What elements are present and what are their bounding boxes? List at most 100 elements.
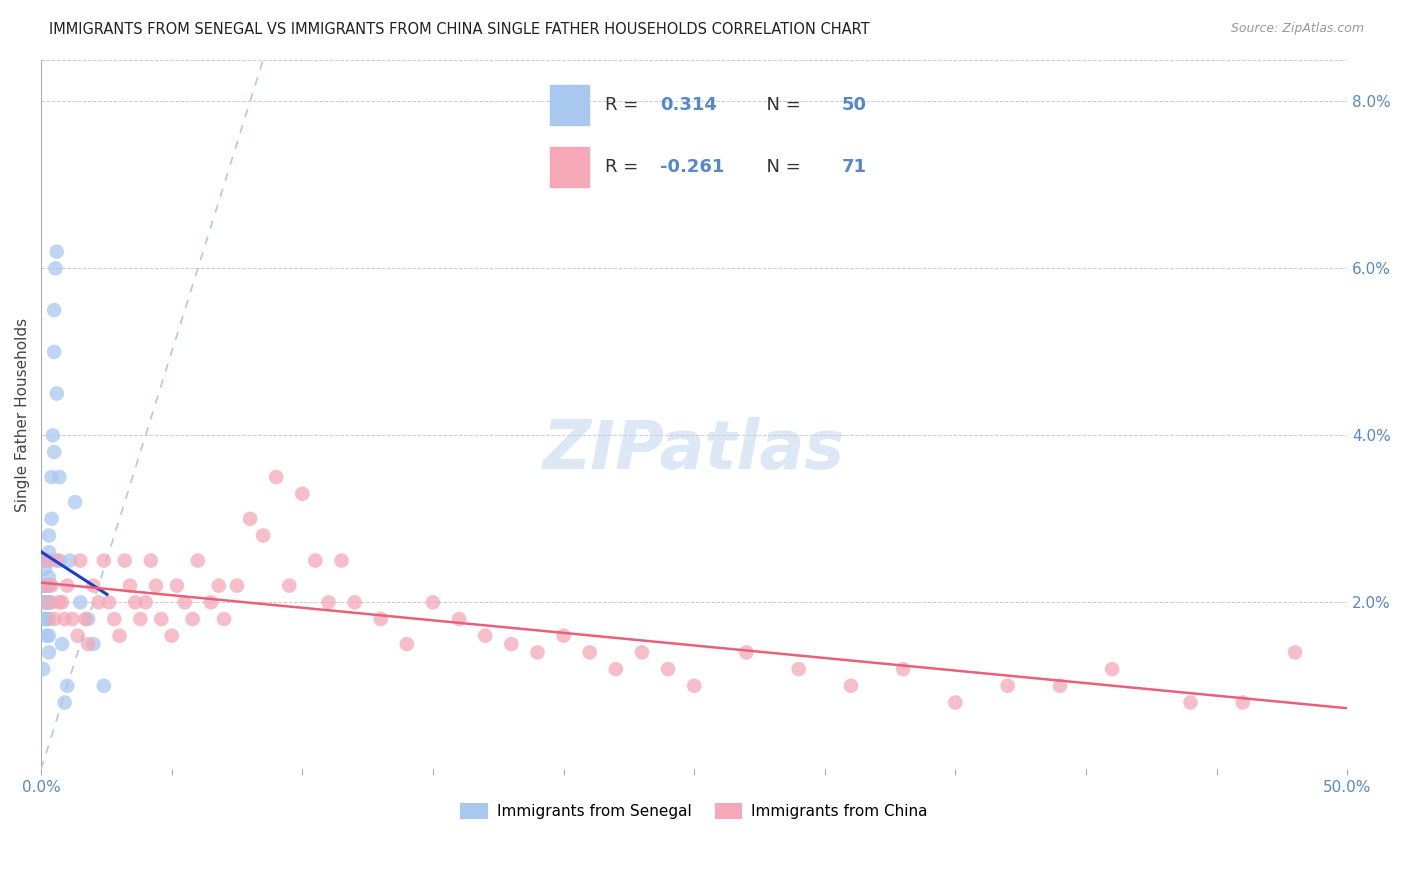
Point [114, 553, 136, 567]
Point [53, 612, 76, 626]
Point [69, 595, 91, 609]
Point [45, 244, 67, 259]
Point [370, 612, 392, 626]
Legend: Immigrants from Senegal, Immigrants from China: Immigrants from Senegal, Immigrants from… [454, 797, 934, 825]
Point [683, 679, 706, 693]
Point [38, 629, 60, 643]
Point [66, 629, 89, 643]
Point [1232, 696, 1254, 710]
Point [56, 579, 79, 593]
Point [129, 612, 152, 626]
Point [997, 679, 1019, 693]
Point [53, 696, 76, 710]
Text: N =: N = [755, 96, 806, 114]
Point [35, 595, 58, 609]
Point [657, 662, 679, 676]
Point [278, 579, 301, 593]
Point [35, 595, 58, 609]
Point [37, 579, 59, 593]
Point [304, 553, 326, 567]
Text: 71: 71 [841, 158, 866, 176]
Point [118, 579, 141, 593]
Point [139, 553, 162, 567]
Point [38, 570, 60, 584]
Point [34, 579, 56, 593]
Point [526, 645, 548, 659]
Point [135, 595, 157, 609]
Point [77, 637, 100, 651]
Point [44, 445, 66, 459]
Point [42, 428, 65, 442]
Point [38, 545, 60, 559]
Point [98, 595, 121, 609]
Point [38, 528, 60, 542]
Point [87, 595, 110, 609]
Point [173, 595, 195, 609]
Point [103, 612, 125, 626]
Point [44, 612, 66, 626]
Point [45, 553, 67, 567]
Text: ZIPatlas: ZIPatlas [543, 417, 845, 483]
Point [48, 470, 70, 484]
Point [32, 662, 55, 676]
Text: R =: R = [605, 158, 644, 176]
Point [93, 553, 115, 567]
Point [1101, 662, 1123, 676]
Point [32, 553, 55, 567]
Text: 0.314: 0.314 [661, 96, 717, 114]
Point [330, 553, 353, 567]
Point [1284, 645, 1306, 659]
Point [44, 344, 66, 359]
Point [578, 645, 600, 659]
Point [77, 612, 100, 626]
Point [212, 612, 235, 626]
Text: R =: R = [605, 96, 644, 114]
Point [35, 553, 58, 567]
Point [38, 579, 60, 593]
Point [449, 612, 471, 626]
Y-axis label: Single Father Households: Single Father Households [15, 318, 30, 511]
Point [38, 595, 60, 609]
Point [56, 679, 79, 693]
Point [41, 579, 63, 593]
Point [1049, 679, 1071, 693]
Text: -0.261: -0.261 [661, 158, 724, 176]
Point [44, 303, 66, 318]
Point [48, 553, 70, 567]
Point [166, 579, 188, 593]
Point [35, 553, 58, 567]
Point [38, 645, 60, 659]
Point [44, 261, 66, 276]
Point [41, 470, 63, 484]
Point [187, 553, 209, 567]
Point [160, 629, 183, 643]
Point [787, 662, 810, 676]
Point [35, 629, 58, 643]
Point [945, 696, 967, 710]
Text: N =: N = [755, 158, 806, 176]
Point [318, 595, 340, 609]
Point [63, 495, 86, 509]
Bar [550, 86, 589, 126]
Point [1180, 696, 1202, 710]
Point [51, 637, 73, 651]
Point [200, 595, 222, 609]
Point [59, 553, 82, 567]
Point [239, 512, 262, 526]
Point [38, 595, 60, 609]
Point [291, 487, 314, 501]
Point [32, 595, 55, 609]
Point [48, 595, 70, 609]
Point [41, 595, 63, 609]
Point [631, 645, 654, 659]
Point [35, 612, 58, 626]
Point [69, 553, 91, 567]
Point [35, 579, 58, 593]
Point [395, 637, 418, 651]
Point [82, 579, 104, 593]
Bar [550, 147, 589, 187]
Point [51, 595, 73, 609]
Point [108, 629, 131, 643]
Point [839, 679, 862, 693]
Point [35, 612, 58, 626]
